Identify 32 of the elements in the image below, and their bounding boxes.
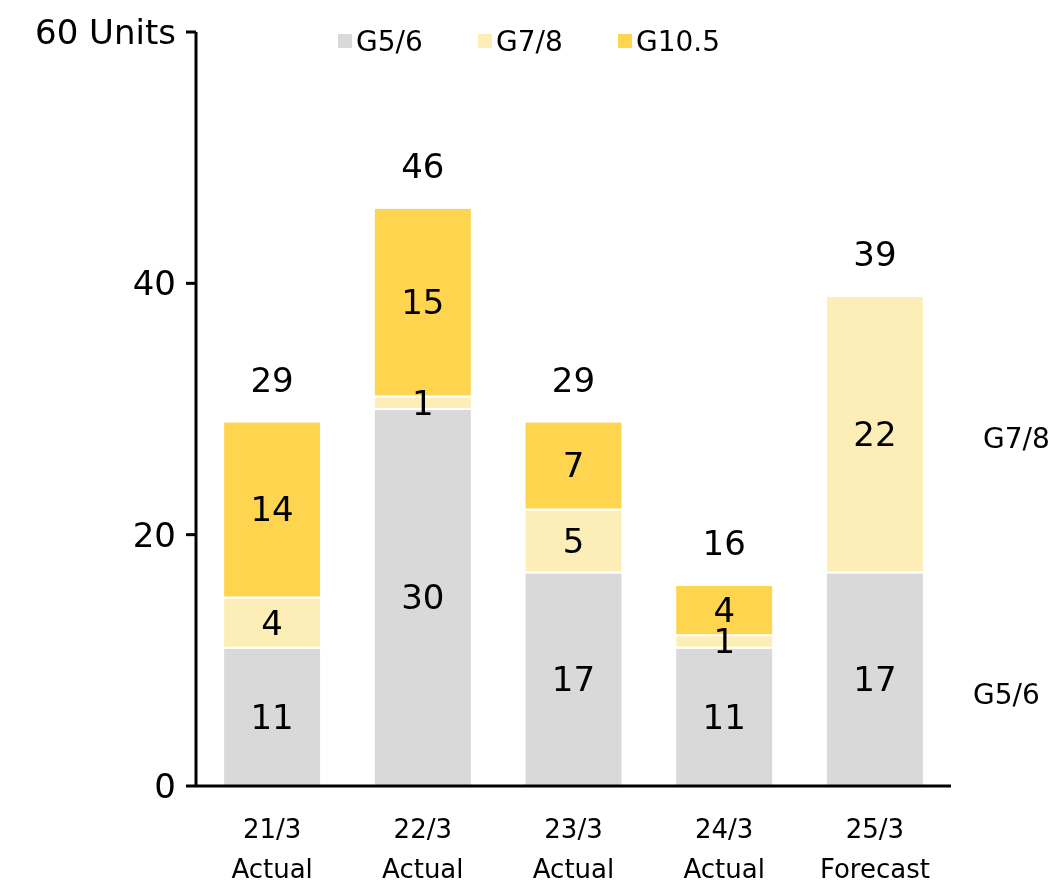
data-label: 1 <box>411 382 434 423</box>
legend-label: G7/8 <box>496 24 563 58</box>
legend-label: G10.5 <box>636 24 721 58</box>
text: G5/6 <box>973 677 1040 711</box>
data-label: 14 <box>250 489 294 530</box>
total-label: 29 <box>551 359 596 400</box>
text: G7/8 <box>983 421 1050 455</box>
data-label: 1 <box>713 621 736 662</box>
x-tick-label: 21/3 Actual <box>231 814 313 880</box>
y-tick-label: 60 Units <box>35 11 176 52</box>
total-label: 16 <box>702 522 746 563</box>
data-label: 4 <box>261 602 283 643</box>
x-tick-label: 22/3 Actual <box>382 814 464 880</box>
total-label: 46 <box>401 145 445 186</box>
data-label: 15 <box>401 282 445 323</box>
data-label: 17 <box>551 659 596 700</box>
x-tick-label: 25/3 Forecast <box>819 814 930 880</box>
y-tick-label: 0 <box>154 765 176 806</box>
legend-label: G5/6 <box>356 24 423 58</box>
data-label: 17 <box>853 659 897 700</box>
data-label: 7 <box>562 445 585 486</box>
x-tick-label: 24/3 Actual <box>683 814 765 880</box>
data-label: 11 <box>250 696 294 737</box>
total-label: 29 <box>250 359 294 400</box>
y-tick-label: 20 <box>132 514 176 555</box>
x-tick-label: 23/3 Actual <box>532 814 615 880</box>
y-tick-label: 40 <box>132 263 176 304</box>
data-label: 22 <box>853 414 897 455</box>
data-label: 5 <box>562 520 585 561</box>
data-label: 11 <box>702 696 746 737</box>
data-label: 30 <box>401 577 445 618</box>
total-label: 39 <box>853 233 897 274</box>
